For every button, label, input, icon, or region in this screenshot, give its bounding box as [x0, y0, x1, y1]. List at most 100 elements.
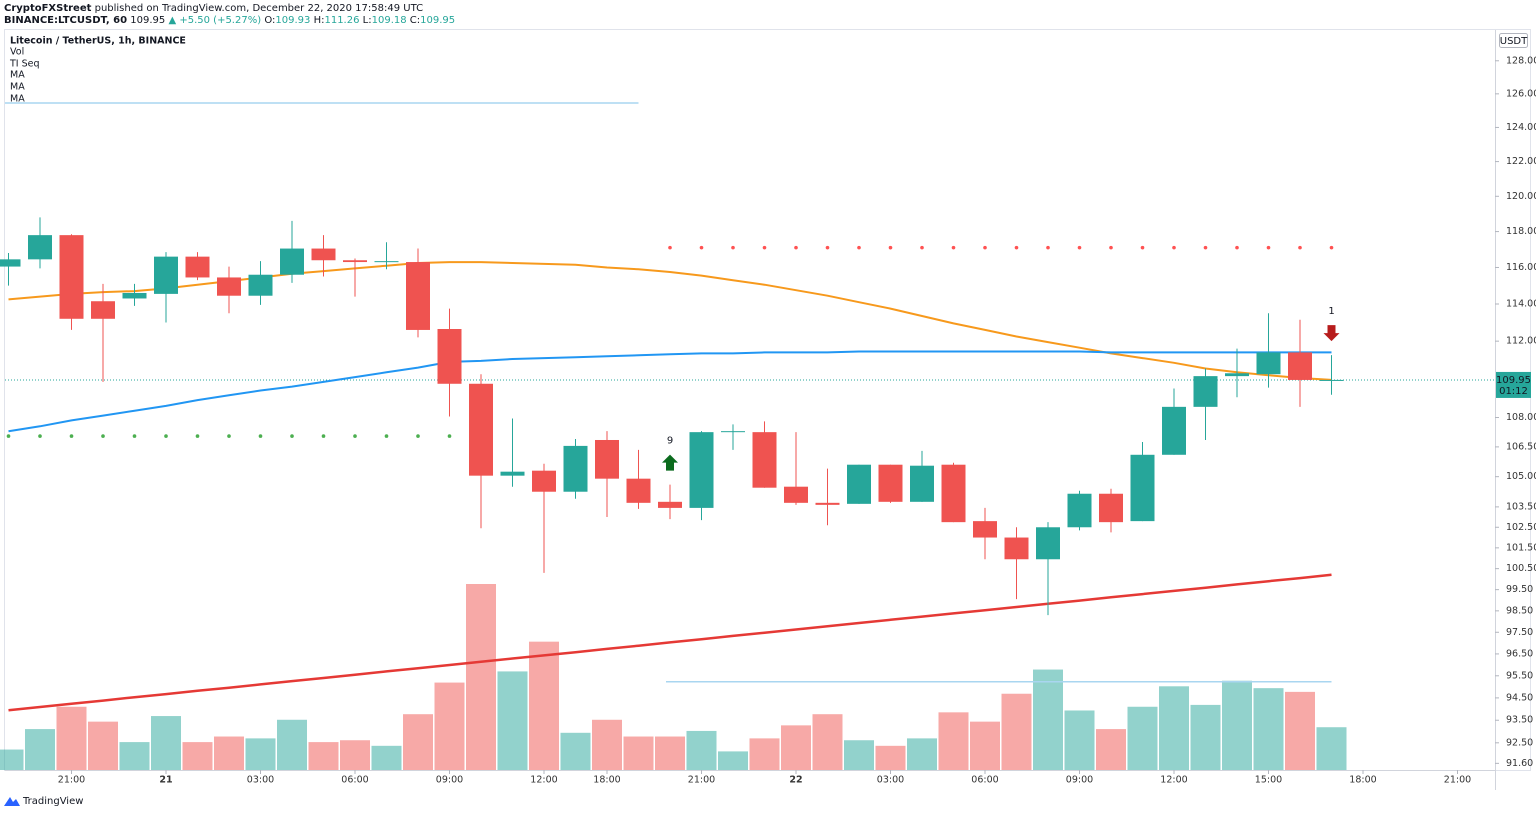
candle-body [595, 439, 619, 479]
price-layer: 91 [0, 102, 1495, 712]
y-tick-label: 101.50 [1506, 542, 1536, 553]
volume-bar [371, 745, 402, 770]
candle-body [910, 465, 934, 502]
volume-bar [497, 671, 528, 770]
x-tick-label: 09:00 [1066, 775, 1093, 786]
candle-body [185, 256, 210, 278]
resistance-dot [983, 245, 987, 250]
resistance-dot [825, 245, 830, 250]
candle-body [1067, 493, 1092, 528]
ohlc-key: O: [264, 15, 275, 26]
x-tick-label: 18:00 [593, 775, 620, 786]
moving-average [8, 350, 1332, 433]
change: ▲ +5.50 (+5.27%) [168, 15, 261, 26]
x-tick-label: 21:00 [688, 775, 715, 786]
y-tick-label: 97.50 [1506, 627, 1533, 638]
candle-body [815, 502, 840, 505]
volume-bar [182, 742, 213, 770]
author: CryptoFXStreet [4, 3, 92, 14]
ohlc-value: 109.18 [372, 15, 407, 26]
x-tick-label: 12:00 [1160, 775, 1187, 786]
resistance-dot [1203, 245, 1208, 250]
y-tick-label: 122.00 [1506, 156, 1536, 167]
quote-line: BINANCE:LTCUSDT, 60 109.95 ▲ +5.50 (+5.2… [4, 15, 455, 26]
volume-bar [749, 738, 780, 770]
candle-body [1256, 352, 1281, 375]
y-tick-label: 95.50 [1506, 670, 1533, 681]
candle-body [752, 432, 777, 488]
support-dot [384, 434, 389, 438]
candle-body [973, 521, 997, 538]
candle-body [532, 470, 556, 492]
volume-bar [812, 714, 843, 770]
candle-body [847, 464, 871, 504]
resistance-dot [888, 245, 893, 250]
volume-bar [1190, 704, 1221, 770]
x-tick-label: 21:00 [1444, 775, 1471, 786]
volume-bar [1001, 693, 1032, 770]
resistance-dot [1077, 245, 1082, 250]
y-tick-label: 103.50 [1506, 501, 1536, 512]
resistance-dot [699, 245, 704, 250]
y-tick-label: 102.50 [1506, 522, 1536, 533]
x-tick-label: 06:00 [971, 775, 998, 786]
candle-body [28, 235, 52, 260]
y-tick-label: 105.00 [1506, 471, 1536, 482]
candle-body [626, 478, 651, 503]
candle-body [1130, 454, 1155, 522]
moving-average [8, 573, 1332, 712]
signal-label: 9 [667, 436, 673, 447]
volume-bar [1285, 691, 1315, 770]
resistance-dot [794, 245, 798, 250]
legend-ma: MA [10, 82, 25, 93]
volume-bar [655, 736, 685, 770]
candle-body [406, 262, 430, 330]
volume-bar [1253, 688, 1284, 770]
x-tick-label: 21 [159, 775, 172, 786]
volume-bar [529, 641, 559, 770]
y-tick-label: 126.00 [1506, 88, 1536, 99]
legend-volume: Vol [10, 47, 24, 58]
y-tick-label: 108.00 [1506, 412, 1536, 423]
ohlc-key: H: [314, 15, 325, 26]
last-quote: 109.95 [130, 15, 165, 26]
currency-box[interactable] [1499, 33, 1528, 48]
axis-layer: 128.00 126.00 124.00 122.00 120.00 118.00 116.… [58, 55, 1536, 785]
x-tick-label: 15:00 [1255, 775, 1282, 786]
volume-bar [781, 725, 811, 770]
x-tick-label: 22 [789, 775, 802, 786]
candle-body [658, 501, 682, 508]
volume-bar [875, 745, 906, 770]
publish-line: CryptoFXStreet published on TradingView.… [4, 3, 423, 14]
currency[interactable]: USDT [1500, 36, 1528, 47]
x-tick-label: 21:00 [58, 775, 85, 786]
candle-body [1004, 537, 1029, 560]
candle-body [59, 235, 84, 319]
volume-bar [340, 740, 370, 770]
resistance-dot [1046, 245, 1050, 250]
support-dot [6, 434, 11, 438]
volume-bar [1222, 680, 1252, 770]
brand: TradingView [22, 796, 83, 807]
resistance-dot [1140, 245, 1145, 250]
resistance-dot [1172, 245, 1176, 250]
y-tick-label: 92.50 [1506, 737, 1533, 748]
y-tick-label: 96.50 [1506, 648, 1533, 659]
candle-body [122, 292, 147, 299]
brand-logo [4, 797, 20, 806]
resistance-dot [668, 245, 672, 250]
volume-bar [1316, 727, 1347, 770]
support-dot [258, 434, 263, 438]
y-tick-label: 91.60 [1506, 758, 1533, 769]
support-dot [321, 434, 326, 438]
volume-bar [686, 730, 717, 770]
candle-body [217, 277, 241, 296]
last-price-box [1496, 371, 1531, 398]
candle-body [154, 256, 178, 294]
volume-bar [1096, 729, 1126, 770]
volume-bar [970, 721, 1000, 770]
y-tick-label: 99.50 [1506, 584, 1533, 595]
resistance-dot [857, 245, 861, 250]
